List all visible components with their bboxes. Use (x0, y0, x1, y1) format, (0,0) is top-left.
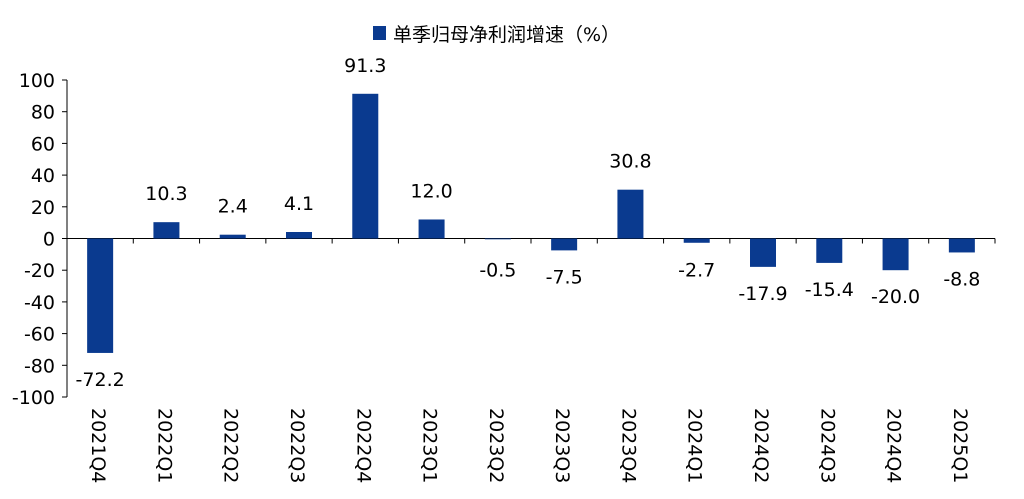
category-label-2023Q3: 2023Q3 (551, 408, 573, 483)
category-label-2023Q2: 2023Q2 (485, 408, 507, 483)
data-label-2024Q3: -15.4 (805, 279, 854, 301)
category-label-2021Q4: 2021Q4 (87, 408, 109, 483)
category-label-2024Q4: 2024Q4 (883, 408, 905, 483)
data-label-2023Q4: 30.8 (609, 151, 651, 173)
data-label-2024Q2: -17.9 (738, 283, 787, 305)
y-axis: 100 80 60 40 20 0 -20 -40 -60 -80 -100 (12, 70, 68, 409)
category-label-2024Q2: 2024Q2 (750, 408, 772, 483)
category-label-2024Q3: 2024Q3 (816, 408, 838, 483)
y-tick-label: 60 (31, 133, 55, 155)
x-axis (66, 238, 996, 244)
bar-2023Q3 (551, 238, 578, 251)
bar-2025Q1 (948, 238, 975, 253)
y-tick-label: -60 (24, 324, 55, 346)
data-label-2022Q4: 91.3 (344, 55, 386, 77)
data-labels: -72.2 10.3 2.4 4.1 91.3 12.0 -0.5 -7.5 30.8 -2.7 -… (76, 55, 981, 391)
bar-2022Q3 (286, 232, 312, 239)
category-label-2022Q1: 2022Q1 (153, 408, 175, 483)
bar-2023Q2 (484, 238, 511, 240)
y-tick-label: -40 (24, 292, 55, 314)
category-label-2023Q4: 2023Q4 (617, 408, 639, 483)
data-label-2022Q2: 2.4 (218, 196, 248, 218)
category-label-2025Q1: 2025Q1 (949, 408, 971, 483)
bar-2022Q4 (352, 93, 379, 239)
y-tick-label: -100 (12, 387, 55, 409)
y-tick-label: -80 (24, 355, 55, 377)
category-label-2022Q4: 2022Q4 (352, 408, 374, 483)
bars (87, 93, 975, 353)
category-label-2023Q1: 2023Q1 (419, 408, 441, 483)
category-labels: 2021Q4 2022Q1 2022Q2 2022Q3 2022Q4 2023Q1 2023… (87, 408, 971, 483)
bar-2023Q1 (418, 219, 445, 239)
y-tick-label: 0 (43, 229, 55, 251)
data-label-2023Q2: -0.5 (479, 260, 516, 282)
data-label-2023Q1: 12.0 (410, 180, 452, 202)
data-label-2025Q1: -8.8 (943, 268, 980, 290)
bar-2024Q4 (882, 238, 909, 271)
category-label-2022Q2: 2022Q2 (220, 408, 242, 483)
bar-2021Q4 (87, 238, 114, 353)
category-label-2022Q3: 2022Q3 (286, 408, 308, 483)
data-label-2022Q1: 10.3 (145, 183, 187, 205)
legend-swatch (373, 26, 386, 40)
legend: 单季归母净利润增速（%） (373, 24, 620, 46)
data-label-2024Q4: -20.0 (871, 286, 920, 308)
bar-2022Q2 (219, 234, 246, 239)
data-label-2023Q3: -7.5 (546, 266, 583, 288)
data-label-2021Q4: -72.2 (76, 369, 125, 391)
bar-2024Q3 (816, 238, 843, 263)
y-tick-label: 100 (19, 70, 55, 92)
category-label-2024Q1: 2024Q1 (684, 408, 706, 483)
bar-2023Q4 (617, 189, 644, 239)
bar-2024Q1 (683, 238, 710, 243)
legend-label: 单季归母净利润增速（%） (393, 24, 620, 46)
y-tick-label: 20 (31, 197, 55, 219)
bar-2024Q2 (750, 238, 776, 267)
y-tick-label: 40 (31, 165, 55, 187)
y-tick-label: 80 (31, 102, 55, 124)
y-tick-label: -20 (24, 260, 55, 282)
data-label-2024Q1: -2.7 (678, 260, 715, 282)
data-label-2022Q3: 4.1 (284, 193, 314, 215)
bar-2022Q1 (153, 222, 180, 239)
